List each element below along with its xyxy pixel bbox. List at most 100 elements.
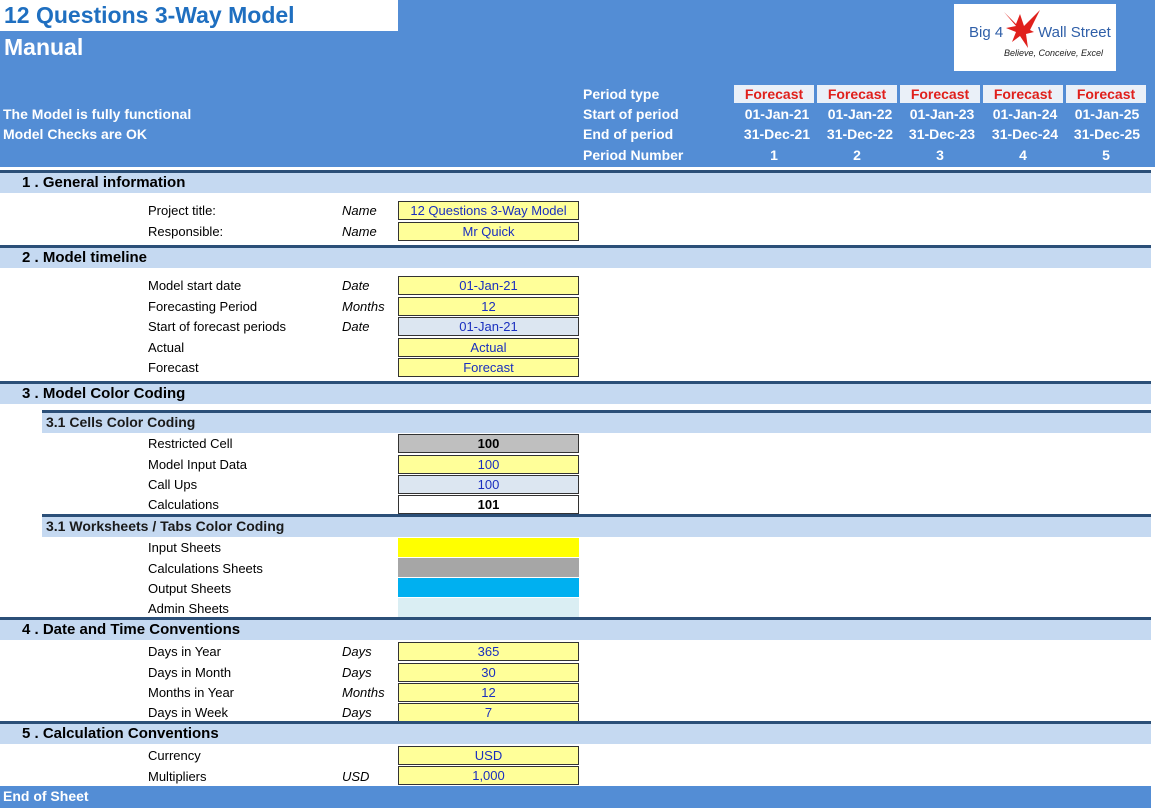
subsection-cells-color-coding: 3.1 Cells Color Coding — [42, 410, 1151, 433]
output-sheets-swatch[interactable] — [398, 578, 579, 597]
period-type-cell[interactable]: Forecast — [734, 85, 814, 103]
forecasting-period-input[interactable]: 12 — [398, 297, 579, 316]
actual-label: Actual — [148, 340, 185, 355]
project-title-input[interactable]: 12 Questions 3-Way Model — [398, 201, 579, 220]
end-of-period-label: End of period — [583, 126, 674, 142]
title-box — [0, 0, 398, 31]
period-start-cell[interactable]: 01-Jan-23 — [909, 106, 975, 122]
section-date-time-conventions: 4 . Date and Time Conventions — [0, 617, 1151, 640]
days-in-month-label: Days in Month — [148, 665, 232, 680]
unit-label: Days — [342, 644, 372, 659]
logo-left-text: Big 4 — [969, 24, 1004, 41]
project-title-label: Project title: — [148, 203, 216, 218]
months-in-year-label: Months in Year — [148, 685, 235, 700]
responsible-input[interactable]: Mr Quick — [398, 222, 579, 241]
calculations-sheets-swatch[interactable] — [398, 558, 579, 577]
call-ups-label: Call Ups — [148, 477, 198, 492]
model-start-date-input[interactable]: 01-Jan-21 — [398, 276, 579, 295]
section-title: 2 . Model timeline — [22, 249, 148, 266]
admin-sheets-swatch[interactable] — [398, 598, 579, 617]
status-checks: Model Checks are OK — [3, 126, 147, 142]
input-sheets-label: Input Sheets — [148, 540, 221, 555]
period-number-cell[interactable]: 2 — [853, 147, 861, 163]
section-title: 4 . Date and Time Conventions — [22, 621, 241, 638]
big4-wallstreet-logo: Big 4 Wall Street Believe, Conceive, Exc… — [954, 4, 1116, 71]
unit-label: Name — [342, 224, 377, 239]
sheet-name: Manual — [4, 34, 84, 60]
period-end-cell[interactable]: 31-Dec-25 — [1073, 126, 1141, 142]
output-sheets-label: Output Sheets — [148, 581, 232, 596]
admin-sheets-label: Admin Sheets — [148, 601, 229, 616]
period-end-cell[interactable]: 31-Dec-22 — [826, 126, 894, 142]
model-input-data-sample[interactable]: 100 — [398, 455, 579, 474]
responsible-label: Responsible: — [148, 224, 224, 239]
logo-right-text: Wall Street — [1038, 24, 1111, 41]
section-model-timeline: 2 . Model timeline — [0, 245, 1151, 268]
status-functional: The Model is fully functional — [3, 106, 192, 122]
end-of-sheet-bar: End of Sheet — [0, 786, 1151, 808]
days-in-month-input[interactable]: 30 — [398, 663, 579, 682]
calculations-sample[interactable]: 101 — [398, 495, 579, 514]
actual-input[interactable]: Actual — [398, 338, 579, 357]
days-in-year-label: Days in Year — [148, 644, 221, 659]
model-title: 12 Questions 3-Way Model — [4, 2, 295, 28]
calculations-label: Calculations — [148, 497, 219, 512]
period-type-cell[interactable]: Forecast — [817, 85, 897, 103]
period-number-cell[interactable]: 1 — [770, 147, 778, 163]
end-of-sheet-label: End of Sheet — [3, 788, 89, 804]
unit-label: USD — [342, 769, 370, 784]
forecast-label: Forecast — [148, 360, 199, 375]
start-of-period-label: Start of period — [583, 106, 679, 122]
model-start-date-label: Model start date — [148, 278, 242, 293]
period-type-label: Period type — [583, 86, 660, 102]
period-start-cell[interactable]: 01-Jan-22 — [827, 106, 893, 122]
forecasting-period-label: Forecasting Period — [148, 299, 258, 314]
period-type-cell[interactable]: Forecast — [1066, 85, 1146, 103]
unit-label: Days — [342, 665, 372, 680]
calculations-sheets-label: Calculations Sheets — [148, 561, 263, 576]
months-in-year-input[interactable]: 12 — [398, 683, 579, 702]
section-title: 5 . Calculation Conventions — [22, 725, 219, 742]
call-ups-sample[interactable]: 100 — [398, 475, 579, 494]
subsection-tabs-color-coding: 3.1 Worksheets / Tabs Color Coding — [42, 514, 1151, 537]
unit-label: Months — [342, 299, 385, 314]
restricted-cell-label: Restricted Cell — [148, 436, 233, 451]
multipliers-label: Multipliers — [148, 769, 207, 784]
period-end-cell[interactable]: 31-Dec-23 — [908, 126, 976, 142]
days-in-week-label: Days in Week — [148, 705, 228, 720]
days-in-week-input[interactable]: 7 — [398, 703, 579, 722]
input-sheets-swatch[interactable] — [398, 538, 579, 557]
unit-label: Months — [342, 685, 385, 700]
period-end-cell[interactable]: 31-Dec-24 — [991, 126, 1059, 142]
multipliers-input[interactable]: 1,000 — [398, 766, 579, 785]
period-type-cell[interactable]: Forecast — [983, 85, 1063, 103]
period-start-cell[interactable]: 01-Jan-25 — [1074, 106, 1140, 122]
period-number-label: Period Number — [583, 147, 684, 163]
section-model-color-coding: 3 . Model Color Coding — [0, 381, 1151, 404]
period-start-cell[interactable]: 01-Jan-21 — [744, 106, 810, 122]
logo-tagline: Believe, Conceive, Excel — [1004, 48, 1104, 58]
restricted-cell-sample[interactable]: 100 — [398, 434, 579, 453]
unit-label: Name — [342, 203, 377, 218]
section-title: 1 . General information — [22, 174, 186, 191]
period-number-cell[interactable]: 5 — [1102, 147, 1110, 163]
eagle-icon — [1004, 10, 1040, 48]
section-calculation-conventions: 5 . Calculation Conventions — [0, 721, 1151, 744]
unit-label: Days — [342, 705, 372, 720]
model-input-data-label: Model Input Data — [148, 457, 248, 472]
unit-label: Date — [342, 278, 370, 293]
subsection-title: 3.1 Worksheets / Tabs Color Coding — [46, 518, 285, 534]
section-general-information: 1 . General information — [0, 170, 1151, 193]
days-in-year-input[interactable]: 365 — [398, 642, 579, 661]
period-type-cell[interactable]: Forecast — [900, 85, 980, 103]
currency-input[interactable]: USD — [398, 746, 579, 765]
section-title: 3 . Model Color Coding — [22, 385, 186, 402]
currency-label: Currency — [148, 748, 201, 763]
forecast-input[interactable]: Forecast — [398, 358, 579, 377]
period-number-cell[interactable]: 4 — [1019, 147, 1027, 163]
unit-label: Date — [342, 319, 370, 334]
period-number-cell[interactable]: 3 — [936, 147, 944, 163]
start-of-forecast-callup[interactable]: 01-Jan-21 — [398, 317, 579, 336]
period-end-cell[interactable]: 31-Dec-21 — [743, 126, 811, 142]
period-start-cell[interactable]: 01-Jan-24 — [992, 106, 1058, 122]
